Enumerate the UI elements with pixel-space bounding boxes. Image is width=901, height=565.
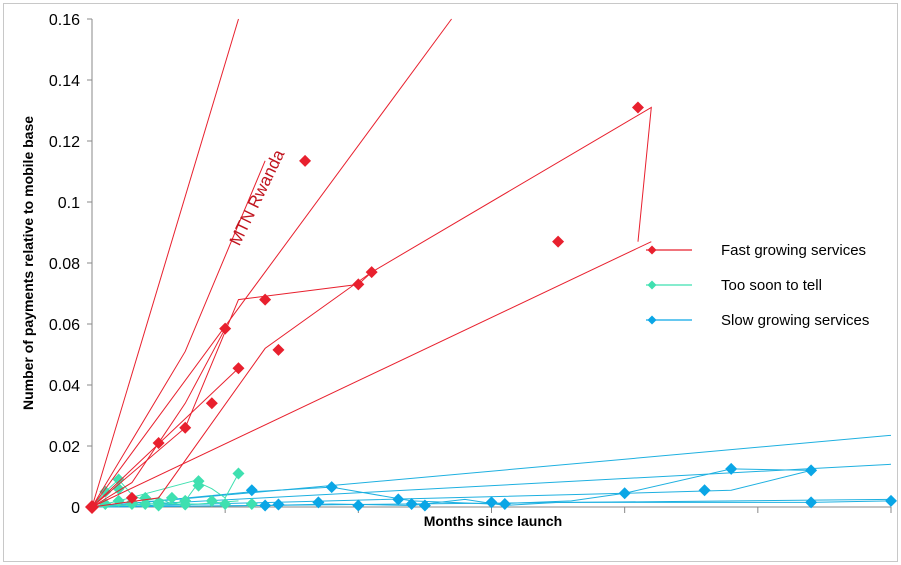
too-soon-to-tell-point bbox=[179, 498, 192, 511]
slow-growing-services-point bbox=[352, 499, 365, 512]
fast-growing-services-path bbox=[91, 367, 239, 508]
slow-growing-services-path bbox=[91, 498, 892, 508]
fast-growing-services-point bbox=[152, 436, 165, 449]
fast-growing-services-point bbox=[352, 278, 365, 291]
slow-growing-services-point bbox=[259, 499, 272, 512]
fast-growing-services-path bbox=[91, 271, 372, 508]
too-soon-to-tell-point bbox=[112, 482, 125, 495]
too-soon-to-tell-point bbox=[99, 485, 112, 498]
too-soon-to-tell-point bbox=[139, 497, 152, 510]
fast-growing-services-point bbox=[631, 101, 644, 114]
too-soon-to-tell-point bbox=[192, 479, 205, 492]
fast-growing-services-point bbox=[365, 266, 378, 279]
fast-growing-services-point bbox=[552, 235, 565, 248]
y-tick-label: 0.04 bbox=[49, 378, 80, 395]
mtn-rwanda-annotation: MTN Rwanda bbox=[226, 146, 289, 248]
y-tick-label: 0.12 bbox=[49, 134, 80, 151]
plot-area bbox=[85, 18, 897, 514]
too-soon-to-tell-point bbox=[232, 467, 245, 480]
slow-growing-services-point bbox=[325, 481, 338, 494]
legend: Fast growing services Too soon to tell Slo… bbox=[646, 242, 869, 329]
fast-growing-services-point bbox=[272, 343, 285, 356]
fast-growing-services-trend-line bbox=[91, 18, 452, 508]
slow-growing-services-point bbox=[418, 499, 431, 512]
too-soon-to-tell-point bbox=[152, 499, 165, 512]
y-tick-label: 0.06 bbox=[49, 317, 80, 334]
y-tick-label: 0.16 bbox=[49, 12, 80, 29]
slow-growing-services-point bbox=[392, 493, 405, 506]
too-soon-to-tell-point bbox=[139, 491, 152, 504]
legend-item-too-soon-to-tell: Too soon to tell bbox=[646, 277, 822, 294]
slow-growing-services-point bbox=[725, 462, 738, 475]
y-tick-label: 0.14 bbox=[49, 73, 80, 90]
slow-growing-services-point bbox=[885, 494, 897, 507]
fast-growing-services-point bbox=[259, 293, 272, 306]
y-tick-label: 0.08 bbox=[49, 256, 80, 273]
slow-growing-services-point bbox=[312, 496, 325, 509]
fast-growing-services-path bbox=[91, 106, 652, 508]
axes: 0 0.02 0.04 0.06 0.08 0.1 0.12 0.14 0.16 bbox=[49, 12, 892, 517]
too-soon-to-tell-point bbox=[165, 491, 178, 504]
slow-growing-services-point bbox=[618, 487, 631, 500]
slow-growing-services-trend-line bbox=[91, 434, 892, 508]
too-soon-to-tell-point bbox=[112, 473, 125, 486]
legend-label: Slow growing services bbox=[721, 312, 869, 329]
slow-growing-services-point bbox=[805, 496, 818, 509]
too-soon-to-tell-point bbox=[245, 497, 258, 510]
fast-growing-services-point bbox=[219, 322, 232, 335]
slow-growing-services-point bbox=[805, 464, 818, 477]
fast-growing-services-point bbox=[299, 154, 312, 167]
fast-growing-services-path bbox=[91, 241, 652, 508]
legend-marker bbox=[647, 245, 657, 255]
fast-growing-services-path bbox=[91, 160, 266, 508]
y-tick-label: 0.02 bbox=[49, 439, 80, 456]
legend-item-slow-growing-services: Slow growing services bbox=[646, 312, 869, 329]
fast-growing-services-point bbox=[125, 491, 138, 504]
legend-marker bbox=[647, 315, 657, 325]
x-axis-title: Months since launch bbox=[424, 513, 562, 529]
fast-growing-services-point bbox=[205, 397, 218, 410]
legend-label: Fast growing services bbox=[721, 242, 866, 259]
slow-growing-services-point bbox=[485, 496, 498, 509]
slow-growing-services-point bbox=[698, 484, 711, 497]
too-soon-to-tell-point bbox=[219, 497, 232, 510]
slow-growing-services-point bbox=[245, 484, 258, 497]
y-tick-label: 0 bbox=[71, 500, 80, 517]
legend-item-fast-growing-services: Fast growing services bbox=[646, 242, 866, 259]
legend-marker bbox=[647, 280, 657, 290]
y-axis-title: Number of payments relative to mobile ba… bbox=[20, 116, 36, 410]
slow-growing-services-point bbox=[498, 497, 511, 510]
slow-growing-services-point bbox=[405, 497, 418, 510]
fast-growing-services-trend-line bbox=[91, 18, 239, 508]
origin-point bbox=[85, 500, 99, 514]
legend-label: Too soon to tell bbox=[721, 277, 822, 294]
y-tick-label: 0.1 bbox=[58, 195, 80, 212]
slow-growing-services-point bbox=[272, 498, 285, 511]
fast-growing-services-point bbox=[232, 362, 245, 375]
too-soon-to-tell-point bbox=[205, 494, 218, 507]
fast-growing-services-point bbox=[179, 421, 192, 434]
